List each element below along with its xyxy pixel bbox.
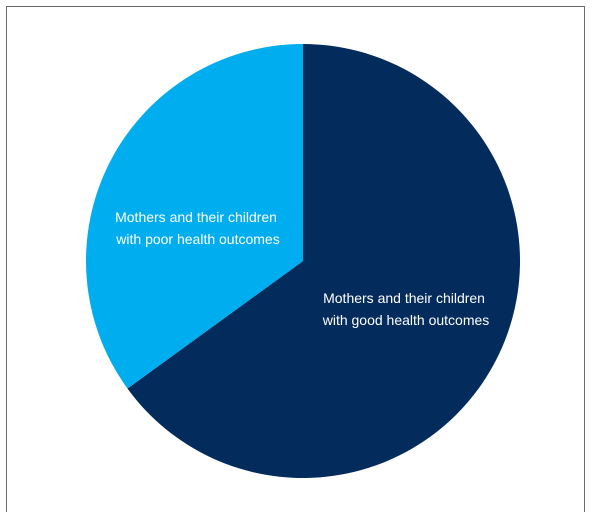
pie-slices [86,44,521,479]
chart-frame [6,6,585,512]
slice-label-good: Mothers and their children with good hea… [322,290,490,328]
pie-slice-poor-health [86,44,304,389]
slice-label-poor: Mothers and their children with poor hea… [115,209,281,247]
pie-labels: Mothers and their children with good hea… [115,209,489,328]
pie-slice-good-health [127,44,521,479]
